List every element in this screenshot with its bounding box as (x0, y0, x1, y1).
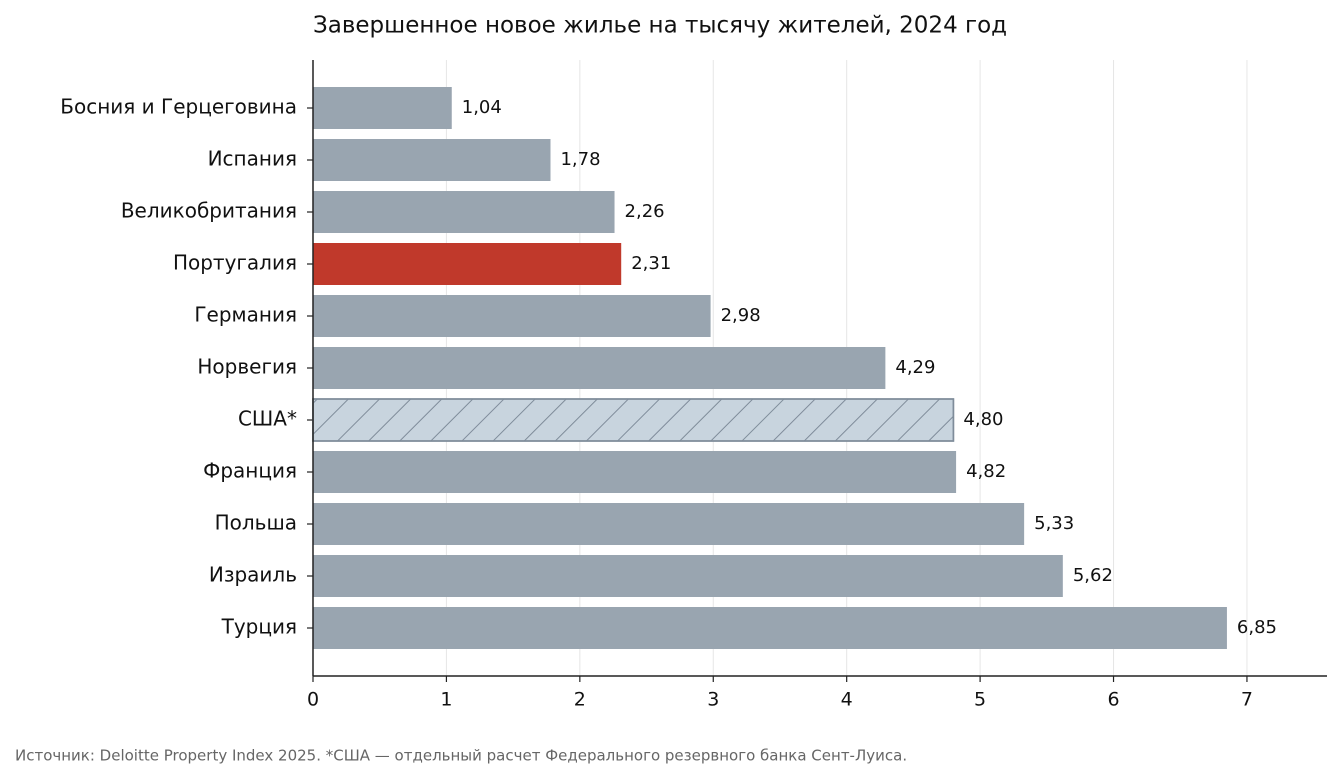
source-note: Источник: Deloitte Property Index 2025. … (15, 747, 907, 765)
bar (313, 295, 711, 337)
bar-hatch (312, 398, 955, 442)
bar (313, 347, 886, 389)
bar (313, 555, 1063, 597)
value-label: 5,62 (1073, 565, 1113, 586)
y-tick-label: Израиль (209, 563, 297, 587)
bar (313, 503, 1025, 545)
x-tick-label: 4 (841, 689, 853, 711)
value-label: 4,82 (966, 461, 1006, 482)
value-label: 4,29 (895, 357, 935, 378)
x-tick-label: 6 (1107, 689, 1119, 711)
x-tick-label: 3 (707, 689, 719, 711)
x-tick-label: 5 (974, 689, 986, 711)
bar (313, 451, 957, 493)
y-tick-label: Турция (221, 615, 297, 639)
bar (313, 243, 622, 285)
x-tick-label: 0 (307, 689, 319, 711)
value-label: 1,04 (462, 97, 502, 118)
value-label: 4,80 (963, 409, 1003, 430)
value-label: 1,78 (560, 149, 600, 170)
x-tick-label: 2 (574, 689, 586, 711)
y-tick-label: Великобритания (121, 199, 297, 223)
x-tick-label: 7 (1241, 689, 1253, 711)
bar (313, 607, 1227, 649)
bar (313, 139, 551, 181)
y-tick-label: Германия (194, 303, 297, 327)
chart-title: Завершенное новое жилье на тысячу жителе… (313, 13, 1007, 39)
y-tick-label: Испания (208, 147, 297, 171)
y-tick-label: Франция (203, 459, 297, 483)
y-tick-label: Польша (215, 511, 297, 535)
y-tick-label: США* (238, 407, 297, 431)
value-label: 5,33 (1034, 513, 1074, 534)
value-label: 2,31 (631, 253, 671, 274)
value-label: 2,26 (625, 201, 665, 222)
bar (313, 87, 452, 129)
y-tick-label: Норвегия (197, 355, 297, 379)
bar (313, 191, 615, 233)
x-tick-label: 1 (440, 689, 452, 711)
y-tick-label: Португалия (173, 251, 297, 275)
y-tick-label: Босния и Герцеговина (60, 95, 297, 119)
value-label: 6,85 (1237, 617, 1277, 638)
value-label: 2,98 (721, 305, 761, 326)
